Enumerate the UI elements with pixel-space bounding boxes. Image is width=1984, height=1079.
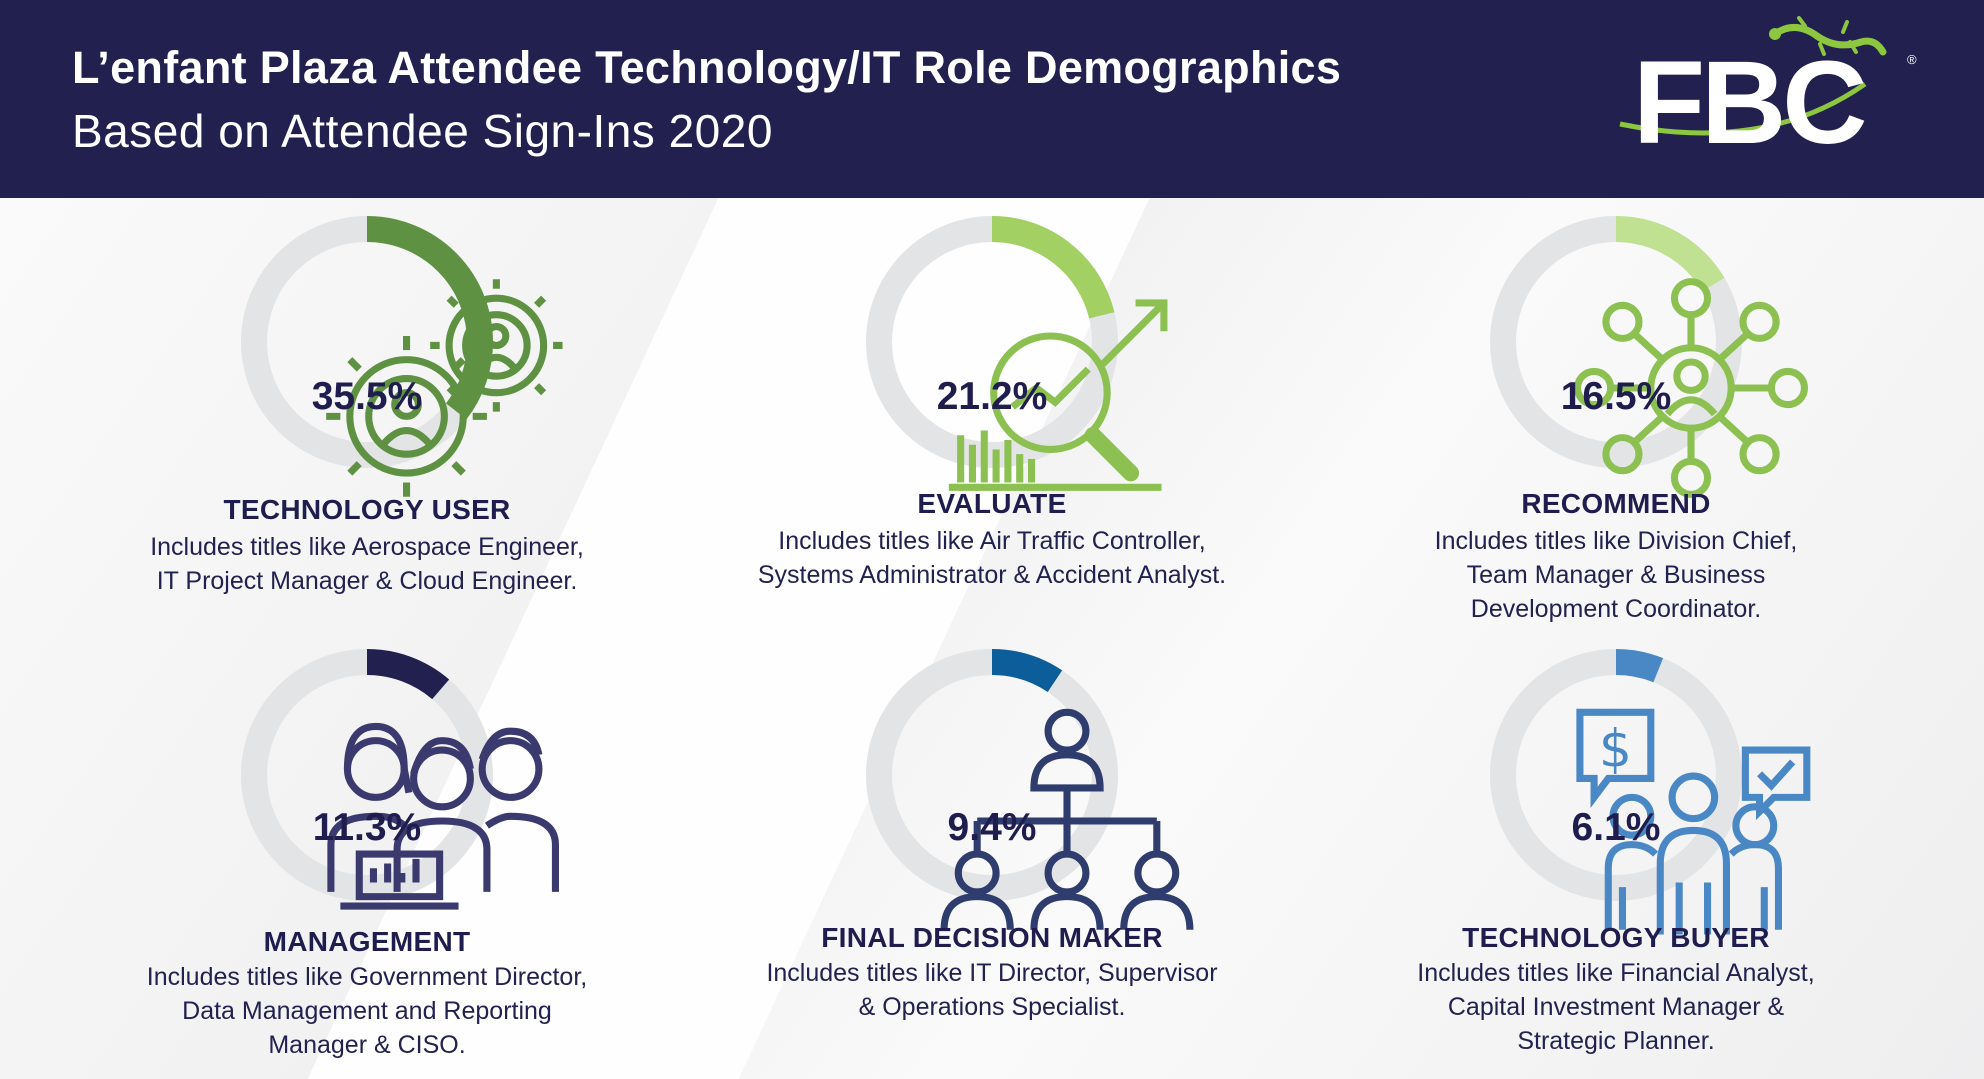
desc-line: Strategic Planner. bbox=[1517, 1027, 1715, 1055]
role-title: MANAGEMENT bbox=[263, 926, 471, 957]
desc-line: Includes titles like Air Traffic Control… bbox=[778, 527, 1206, 555]
ring-arc bbox=[241, 649, 493, 901]
percent-label: 16.5% bbox=[1560, 375, 1672, 418]
donut-ring: 16.5% bbox=[1486, 212, 1808, 498]
donut-ring: 9.4% bbox=[862, 645, 1194, 930]
percent-label: 35.5% bbox=[311, 375, 423, 418]
page-subtitle: Based on Attendee Sign-Ins 2020 bbox=[72, 105, 773, 157]
role-description: Includes titles like Aerospace Engineer,… bbox=[57, 530, 677, 598]
gears-people-icon bbox=[312, 258, 563, 497]
desc-line: Capital Investment Manager & bbox=[1447, 993, 1785, 1021]
desc-line: Includes titles like Division Chief, bbox=[1434, 527, 1798, 555]
role-title: TECHNOLOGY BUYER bbox=[1462, 922, 1770, 953]
role-description: Includes titles like Financial Analyst, … bbox=[1306, 956, 1926, 1058]
desc-line: Manager & CISO. bbox=[268, 1031, 466, 1059]
desc-line: & Operations Specialist. bbox=[858, 993, 1126, 1021]
donut-chart-svg bbox=[1490, 649, 1742, 901]
desc-line: Includes titles like Financial Analyst, bbox=[1417, 959, 1815, 987]
fbc-logo: FBC ® bbox=[1615, 14, 1917, 174]
role-title: FINAL DECISION MAKER bbox=[821, 922, 1163, 953]
desc-line: Includes titles like Aerospace Engineer, bbox=[150, 533, 584, 561]
network-person-icon bbox=[1561, 258, 1808, 498]
donut-chart-svg bbox=[866, 216, 1118, 468]
ring-arc bbox=[866, 649, 1118, 901]
percent-label: 6.1% bbox=[1571, 806, 1661, 849]
ring-arc bbox=[866, 216, 1118, 468]
svg-text:$: $ bbox=[1599, 720, 1632, 780]
desc-line: Includes titles like Government Director… bbox=[146, 963, 588, 991]
role-title: TECHNOLOGY USER bbox=[223, 494, 511, 525]
desc-line: Team Manager & Business bbox=[1466, 561, 1766, 589]
desc-line: IT Project Manager & Cloud Engineer. bbox=[156, 567, 578, 595]
ring-arc bbox=[241, 216, 493, 468]
donut-ring: 21.2% bbox=[862, 212, 1168, 491]
donut-chart-svg bbox=[1490, 216, 1742, 468]
role-description: Includes titles like Government Director… bbox=[57, 960, 677, 1062]
role-title: RECOMMEND bbox=[1521, 488, 1711, 519]
registered-mark: ® bbox=[1907, 52, 1917, 67]
donut-ring: 11.3% bbox=[237, 645, 559, 910]
role-description: Includes titles like IT Director, Superv… bbox=[682, 956, 1302, 1024]
ring-arc bbox=[1490, 216, 1742, 468]
desc-line: Includes titles like IT Director, Superv… bbox=[766, 959, 1218, 987]
percent-label: 9.4% bbox=[947, 806, 1037, 849]
ring-arc bbox=[1490, 649, 1742, 901]
donut-ring: $ 6.1% bbox=[1486, 645, 1811, 935]
buyers-chat-icon: $ bbox=[1561, 691, 1811, 935]
header-banner: L’enfant Plaza Attendee Technology/IT Ro… bbox=[0, 0, 1984, 198]
donut-ring: 35.5% bbox=[237, 212, 563, 497]
page-title: L’enfant Plaza Attendee Technology/IT Ro… bbox=[72, 42, 1342, 93]
percent-label: 11.3% bbox=[312, 806, 422, 849]
magnifier-chart-icon bbox=[937, 258, 1168, 491]
role-description: Includes titles like Division Chief, Tea… bbox=[1306, 524, 1926, 626]
percent-label: 21.2% bbox=[936, 375, 1048, 418]
role-description: Includes titles like Air Traffic Control… bbox=[682, 524, 1302, 592]
background bbox=[0, 198, 1984, 1079]
org-chart-icon bbox=[937, 691, 1194, 930]
desc-line: Development Coordinator. bbox=[1470, 595, 1762, 623]
desc-line: Systems Administrator & Accident Analyst… bbox=[757, 561, 1227, 589]
gecko-swoosh-icon bbox=[1619, 16, 1887, 136]
desc-line: Data Management and Reporting bbox=[182, 997, 552, 1025]
team-laptop-icon bbox=[312, 691, 559, 910]
role-title: EVALUATE bbox=[917, 488, 1067, 519]
logo-text: FBC bbox=[1633, 37, 1868, 169]
